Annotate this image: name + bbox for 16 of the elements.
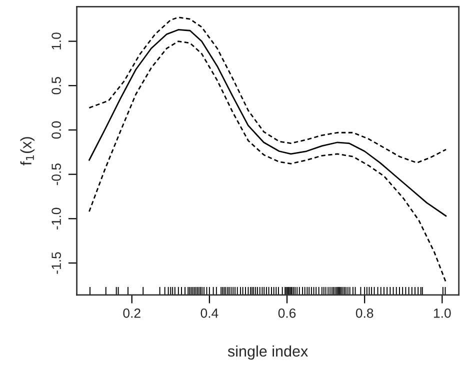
y-tick-label: 0.0 [52,121,61,139]
x-axis-title: single index [228,345,308,360]
x-tick-label: 0.6 [278,308,296,318]
x-tick-label: 1.0 [434,308,451,318]
y-axis-title: f$_{1}$(x) [20,137,34,166]
x-tick-label: 0.4 [200,308,218,318]
y-tick-label: -1.0 [52,208,61,230]
y-tick-label: 1.0 [52,32,61,50]
line-series [88,16,447,164]
y-tick-label: -0.5 [52,164,61,186]
y-tick-label: -1.5 [52,252,61,274]
x-tick-label: 0.2 [123,308,140,318]
line-series [88,29,447,217]
line-series [88,40,447,284]
y-tick-label: 0.5 [52,77,61,94]
x-tick-label: 0.8 [356,308,374,318]
